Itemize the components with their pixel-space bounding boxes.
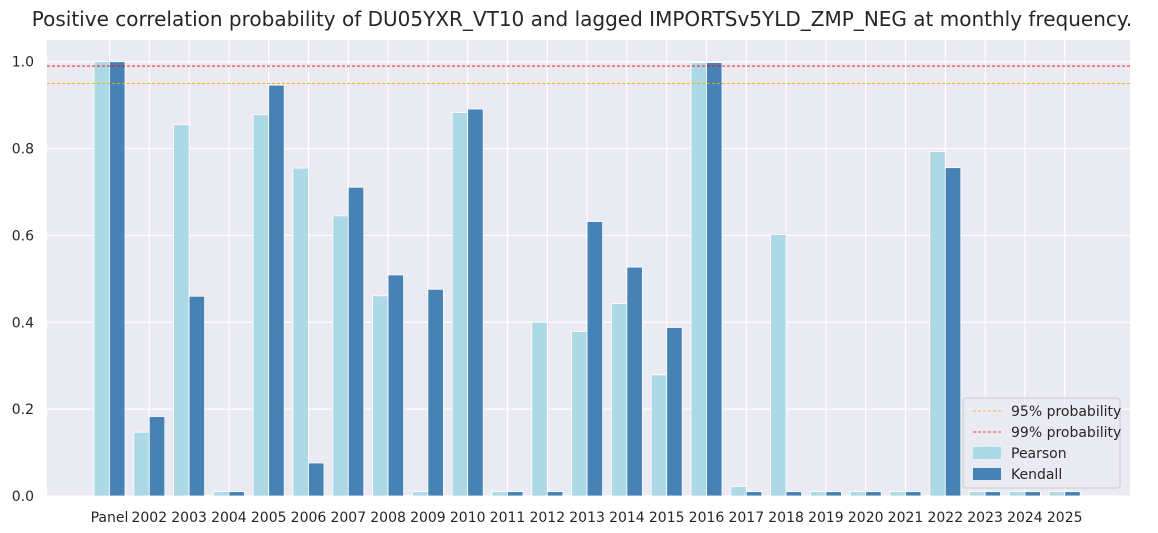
x-tick-label: 2019 xyxy=(808,510,844,526)
y-tick-label: 0.6 xyxy=(12,228,34,244)
bar-pearson-2022 xyxy=(929,151,946,497)
x-axis: Panel 2002 2003 2004 2005 2006 2007 2008 2009 201… xyxy=(91,510,1083,526)
legend-label: Kendall xyxy=(1011,467,1062,483)
bar-pearson-2023 xyxy=(969,491,986,497)
legend-label: Pearson xyxy=(1011,446,1067,462)
y-tick-label: 0.0 xyxy=(12,489,34,505)
bar-kendall-2013 xyxy=(586,221,603,497)
legend-label: 99% probability xyxy=(1011,425,1121,441)
bar-pearson-2004 xyxy=(212,491,230,497)
bars xyxy=(93,61,1081,497)
y-tick-label: 1.0 xyxy=(12,55,34,71)
y-tick-label: 0.8 xyxy=(12,142,34,158)
x-tick-label: 2010 xyxy=(450,510,486,526)
legend: 95% probability 99% probability Pearson Ken… xyxy=(962,397,1121,489)
bar-pearson-2019 xyxy=(810,491,827,497)
x-tick-label: 2022 xyxy=(927,510,963,526)
bar-pearson-2008 xyxy=(372,295,389,497)
y-tick-label: 0.4 xyxy=(12,315,34,331)
x-tick-label: 2015 xyxy=(649,510,685,526)
bar-kendall-2005 xyxy=(268,84,285,497)
x-tick-label: 2008 xyxy=(370,510,406,526)
x-tick-label: 2009 xyxy=(410,510,446,526)
bar-pearson-2007 xyxy=(332,215,349,497)
bar-kendall-2008 xyxy=(387,274,405,497)
x-tick-label: 2005 xyxy=(251,510,287,526)
x-tick-label: 2002 xyxy=(131,510,167,526)
x-tick-label: 2004 xyxy=(211,510,247,526)
chart-title: Positive correlation probability of DU05… xyxy=(32,7,1132,31)
bar-kendall-2018 xyxy=(785,491,802,497)
bar-pearson-2024 xyxy=(1009,491,1026,497)
x-tick-label: 2016 xyxy=(689,510,725,526)
bar-pearson-2011 xyxy=(491,491,508,497)
bar-kendall-2016 xyxy=(706,62,723,497)
x-tick-label: 2023 xyxy=(967,510,1003,526)
bar-pearson-2020 xyxy=(849,491,867,497)
bar-kendall-2009 xyxy=(427,288,444,497)
bar-kendall-2011 xyxy=(507,491,524,497)
bar-pearson-2010 xyxy=(451,112,469,497)
bar-kendall-2015 xyxy=(666,327,683,497)
bar-pearson-2016 xyxy=(690,62,707,497)
x-tick-label: 2017 xyxy=(728,510,764,526)
x-tick-label: 2021 xyxy=(888,510,924,526)
x-tick-label: 2007 xyxy=(330,510,366,526)
bar-pearson-2021 xyxy=(889,491,906,497)
x-tick-label: 2014 xyxy=(609,510,645,526)
legend-box xyxy=(962,397,1121,489)
bar-kendall-2022 xyxy=(944,167,962,497)
bar-pearson-panel xyxy=(93,61,110,497)
bar-pearson-2002 xyxy=(133,431,150,497)
x-tick-label: 2018 xyxy=(768,510,804,526)
legend-swatch xyxy=(973,468,1001,480)
bar-pearson-2009 xyxy=(411,491,429,497)
bar-pearson-2013 xyxy=(571,331,588,497)
x-tick-label: 2020 xyxy=(848,510,884,526)
bar-kendall-2020 xyxy=(865,491,882,497)
x-tick-label: 2011 xyxy=(490,510,526,526)
bar-kendall-2024 xyxy=(1024,491,1041,497)
x-tick-label: 2006 xyxy=(291,510,327,526)
x-tick-label: 2003 xyxy=(171,510,207,526)
bar-pearson-2018 xyxy=(770,234,787,497)
bar-pearson-2015 xyxy=(650,374,668,497)
x-tick-label: 2025 xyxy=(1047,510,1083,526)
x-tick-label: 2024 xyxy=(1007,510,1043,526)
y-tick-label: 0.2 xyxy=(12,402,34,418)
x-tick-label: 2012 xyxy=(529,510,565,526)
y-axis: 0.0 0.2 0.4 0.6 0.8 1.0 xyxy=(12,55,34,505)
x-tick-label: 2013 xyxy=(569,510,605,526)
bar-kendall-2012 xyxy=(546,491,564,497)
bar-kendall-2010 xyxy=(467,108,484,497)
bar-pearson-2005 xyxy=(252,114,270,497)
bar-kendall-2002 xyxy=(148,416,166,497)
bar-kendall-2004 xyxy=(228,491,245,497)
bar-kendall-panel xyxy=(109,61,126,497)
bar-kendall-2017 xyxy=(745,491,763,497)
bar-kendall-2025 xyxy=(1064,491,1081,497)
bar-pearson-2025 xyxy=(1048,491,1066,497)
bar-pearson-2012 xyxy=(531,321,548,497)
bar-pearson-2014 xyxy=(611,303,628,497)
bar-kendall-2019 xyxy=(825,491,842,497)
bar-kendall-2003 xyxy=(188,295,206,497)
bar-kendall-2021 xyxy=(905,491,922,497)
bar-kendall-2014 xyxy=(626,266,643,497)
legend-swatch xyxy=(973,447,1001,459)
bar-pearson-2017 xyxy=(730,486,747,497)
bar-kendall-2006 xyxy=(308,462,325,497)
bar-kendall-2023 xyxy=(984,491,1001,497)
bar-kendall-2007 xyxy=(347,186,365,497)
reference-lines xyxy=(47,65,1130,84)
legend-label: 95% probability xyxy=(1011,404,1121,420)
x-tick-label: Panel xyxy=(91,510,129,526)
bar-pearson-2003 xyxy=(173,124,190,497)
bar-pearson-2006 xyxy=(292,167,309,497)
